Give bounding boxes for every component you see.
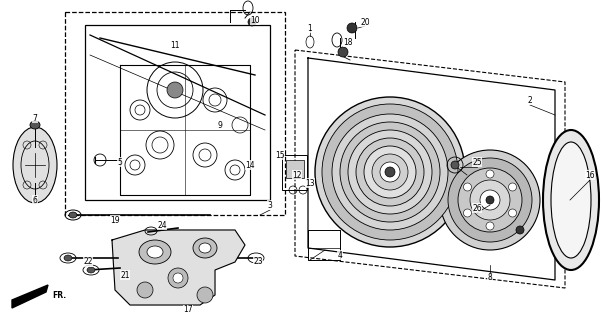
Ellipse shape bbox=[551, 142, 591, 258]
Ellipse shape bbox=[440, 150, 540, 250]
Ellipse shape bbox=[64, 255, 72, 261]
Ellipse shape bbox=[338, 47, 348, 57]
Text: 10: 10 bbox=[250, 15, 260, 25]
Ellipse shape bbox=[315, 97, 465, 247]
Bar bbox=[85, 25, 270, 200]
Ellipse shape bbox=[167, 82, 183, 98]
Text: 13: 13 bbox=[305, 179, 315, 188]
Text: 8: 8 bbox=[488, 274, 492, 283]
Ellipse shape bbox=[364, 146, 416, 198]
Ellipse shape bbox=[168, 268, 188, 288]
Ellipse shape bbox=[137, 282, 153, 298]
Text: 20: 20 bbox=[360, 18, 370, 27]
Ellipse shape bbox=[480, 190, 500, 210]
Text: 18: 18 bbox=[343, 37, 353, 46]
Text: 26: 26 bbox=[472, 204, 482, 212]
Ellipse shape bbox=[486, 222, 494, 230]
Ellipse shape bbox=[458, 168, 522, 232]
Ellipse shape bbox=[348, 130, 432, 214]
Ellipse shape bbox=[486, 196, 494, 204]
Ellipse shape bbox=[173, 273, 183, 283]
Text: FR.: FR. bbox=[52, 291, 66, 300]
Ellipse shape bbox=[380, 162, 400, 182]
Text: 19: 19 bbox=[110, 215, 120, 225]
Ellipse shape bbox=[464, 183, 471, 191]
Ellipse shape bbox=[322, 104, 458, 240]
Ellipse shape bbox=[448, 158, 532, 242]
Text: 14: 14 bbox=[245, 161, 255, 170]
Text: 1: 1 bbox=[308, 23, 312, 33]
Ellipse shape bbox=[464, 209, 471, 217]
Ellipse shape bbox=[486, 170, 494, 178]
Text: 11: 11 bbox=[170, 41, 180, 50]
Text: 7: 7 bbox=[33, 114, 37, 123]
Text: 24: 24 bbox=[157, 220, 167, 229]
Ellipse shape bbox=[332, 114, 448, 230]
Text: 2: 2 bbox=[527, 95, 532, 105]
Text: 23: 23 bbox=[253, 258, 263, 267]
Polygon shape bbox=[12, 285, 48, 308]
Ellipse shape bbox=[30, 121, 40, 129]
Ellipse shape bbox=[516, 226, 524, 234]
Ellipse shape bbox=[385, 167, 395, 177]
Ellipse shape bbox=[197, 287, 213, 303]
Ellipse shape bbox=[147, 246, 163, 258]
Ellipse shape bbox=[199, 243, 211, 253]
Text: 12: 12 bbox=[292, 171, 302, 180]
Text: 22: 22 bbox=[83, 258, 93, 267]
Ellipse shape bbox=[509, 209, 517, 217]
Polygon shape bbox=[112, 230, 245, 305]
Text: 3: 3 bbox=[267, 201, 273, 210]
Ellipse shape bbox=[248, 18, 256, 26]
Ellipse shape bbox=[340, 122, 440, 222]
Bar bbox=[282, 155, 307, 190]
Text: 15: 15 bbox=[275, 150, 285, 159]
Ellipse shape bbox=[347, 23, 357, 33]
Ellipse shape bbox=[87, 267, 95, 273]
Ellipse shape bbox=[193, 238, 217, 258]
Text: 6: 6 bbox=[33, 196, 37, 204]
Text: 16: 16 bbox=[585, 171, 595, 180]
Text: 9: 9 bbox=[217, 121, 222, 130]
Ellipse shape bbox=[543, 130, 599, 270]
Ellipse shape bbox=[509, 183, 517, 191]
Text: 4: 4 bbox=[338, 251, 343, 260]
Ellipse shape bbox=[356, 138, 424, 206]
Ellipse shape bbox=[451, 161, 459, 169]
Text: 21: 21 bbox=[120, 270, 130, 279]
Ellipse shape bbox=[139, 240, 171, 264]
Text: 17: 17 bbox=[183, 306, 193, 315]
Text: 5: 5 bbox=[117, 157, 122, 166]
Ellipse shape bbox=[69, 212, 77, 218]
Ellipse shape bbox=[13, 127, 57, 203]
Text: 25: 25 bbox=[472, 157, 482, 166]
Ellipse shape bbox=[470, 180, 510, 220]
Bar bbox=[286, 160, 304, 178]
Ellipse shape bbox=[372, 154, 408, 190]
Bar bbox=[65, 12, 285, 215]
